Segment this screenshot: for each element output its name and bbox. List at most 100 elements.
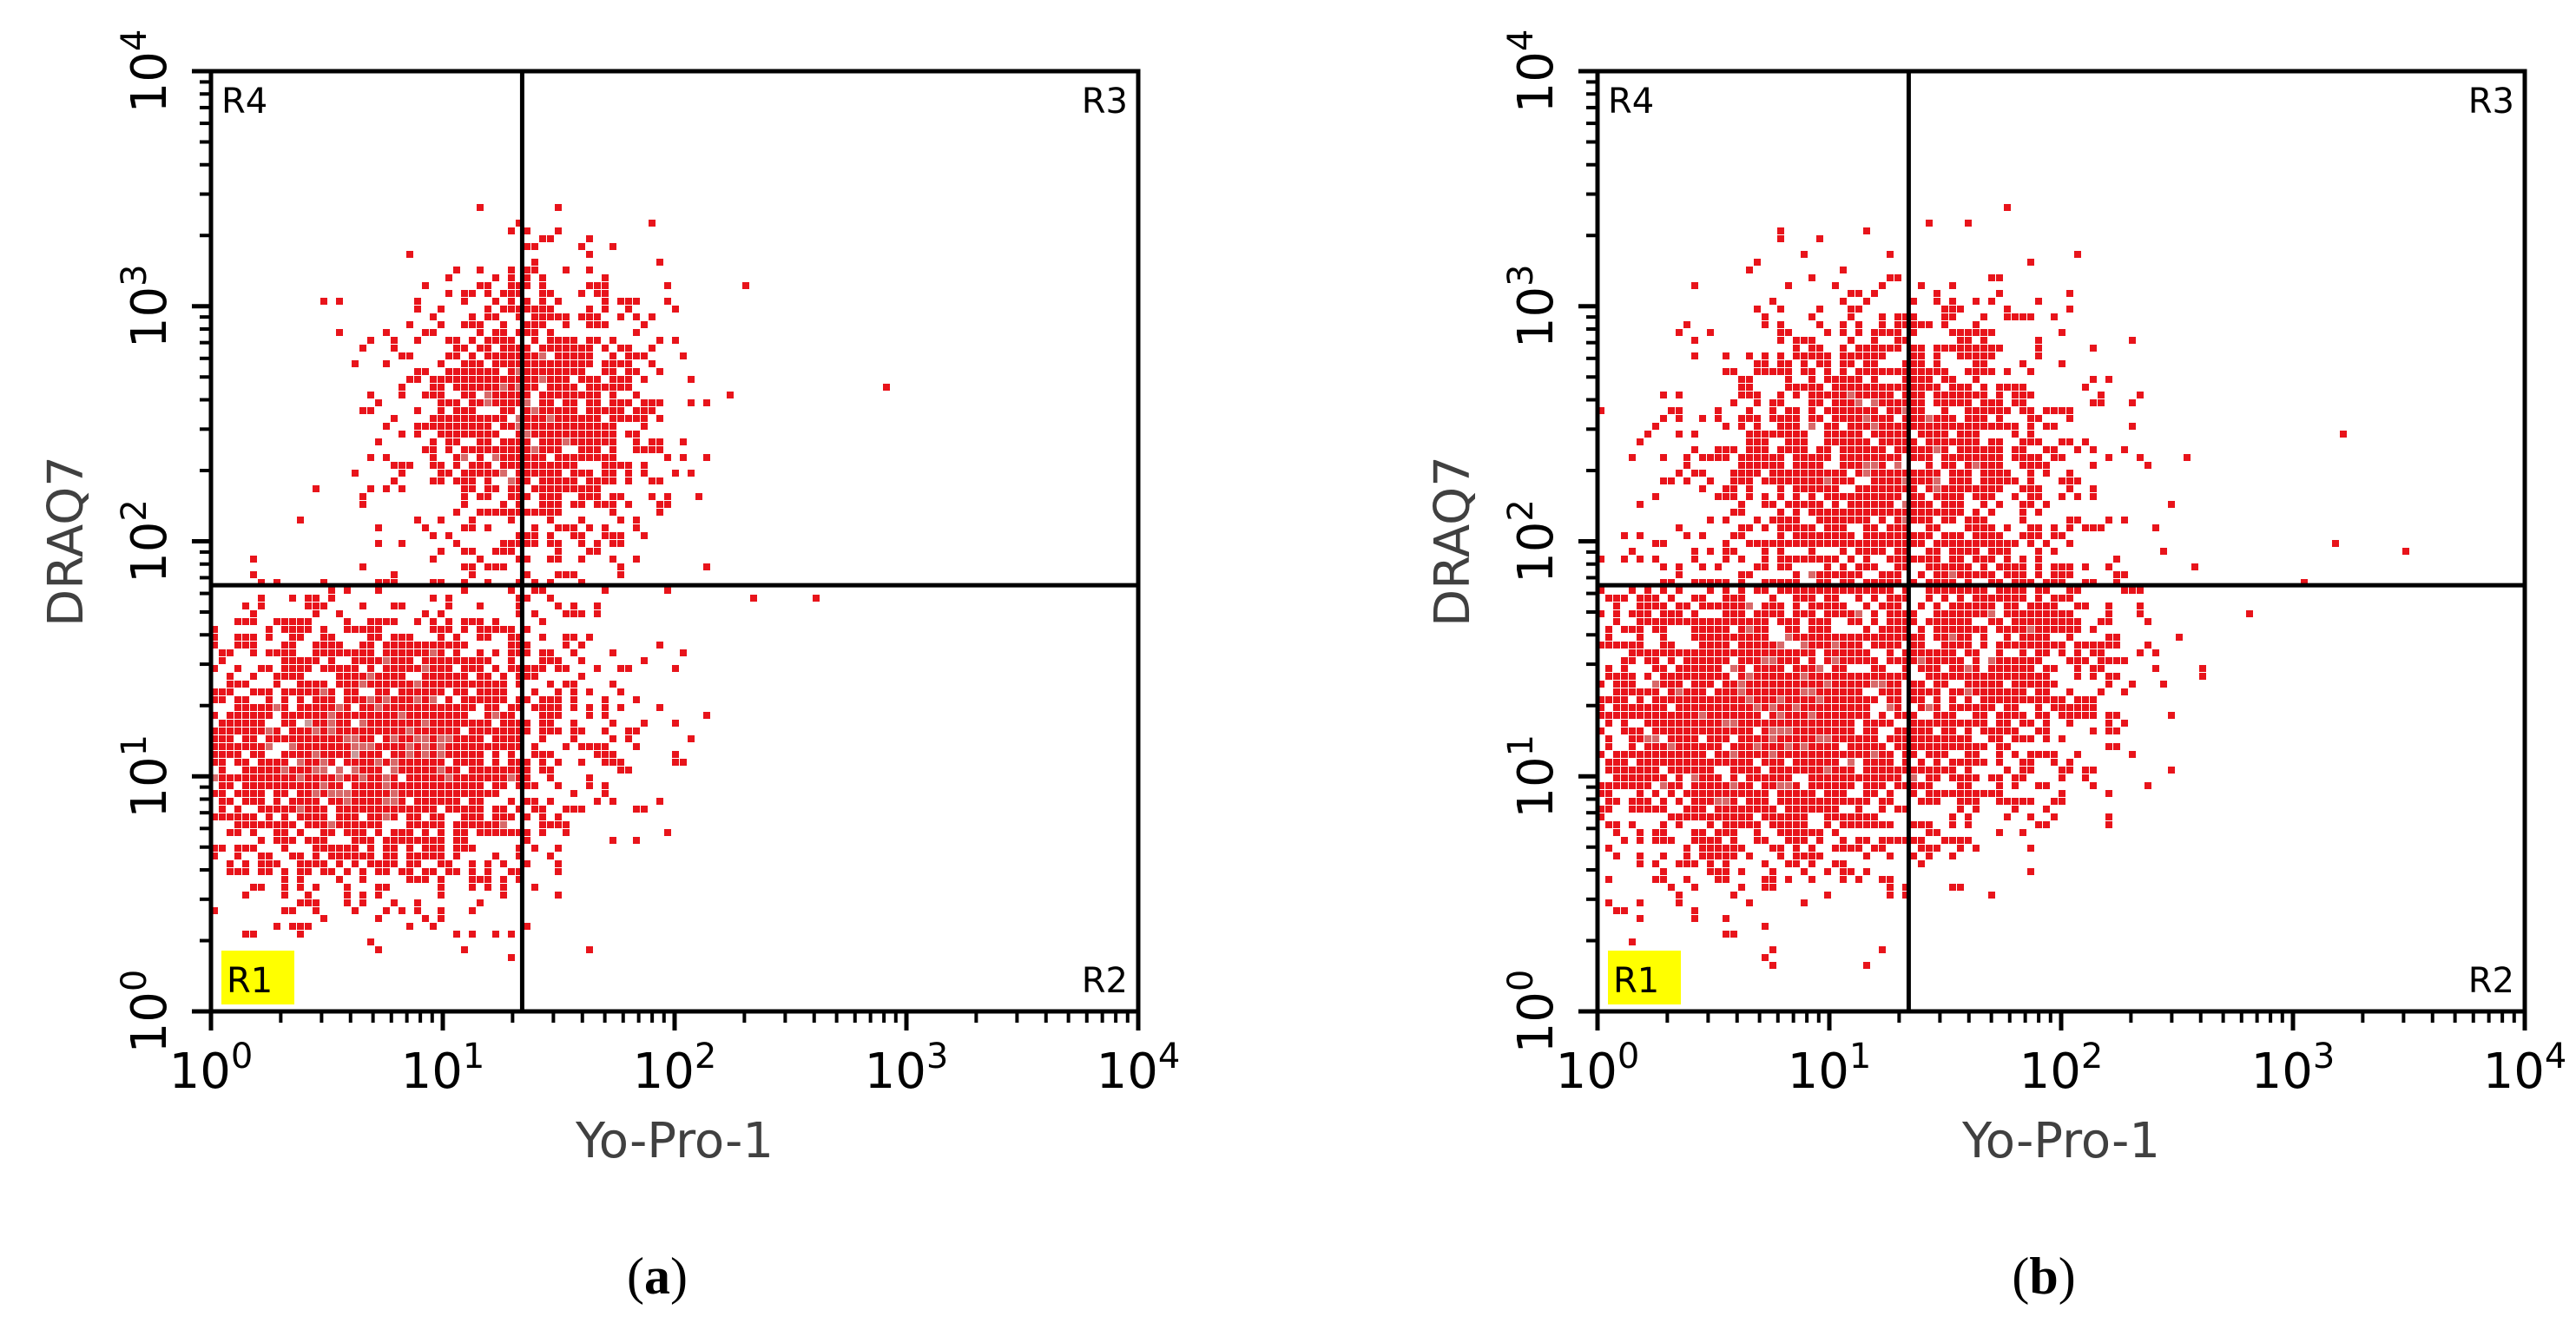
event-point xyxy=(375,860,382,867)
event-point xyxy=(2066,540,2073,547)
event-point xyxy=(2027,813,2034,820)
event-point xyxy=(1730,509,1737,516)
event-point xyxy=(633,556,640,563)
event-point xyxy=(531,540,538,547)
event-point xyxy=(1754,735,1761,742)
event-point xyxy=(1754,829,1761,836)
event-point xyxy=(688,376,695,383)
event-point xyxy=(2090,782,2097,789)
event-point xyxy=(1879,782,1886,789)
event-point xyxy=(1660,579,1667,586)
x-tick-label: 100 xyxy=(1556,1037,1640,1100)
event-point xyxy=(430,626,437,633)
event-point xyxy=(453,798,460,805)
event-point xyxy=(1840,352,1847,359)
event-point xyxy=(2051,696,2058,703)
event-point xyxy=(1941,720,1948,727)
event-point xyxy=(242,790,249,797)
event-point xyxy=(399,688,405,695)
event-point xyxy=(1894,688,1901,695)
event-point xyxy=(305,868,312,875)
event-point xyxy=(406,774,413,781)
event-point xyxy=(1902,360,1909,367)
event-point xyxy=(242,782,249,789)
event-point xyxy=(586,251,593,258)
event-point xyxy=(1746,899,1753,906)
event-point xyxy=(2043,470,2050,477)
event-point xyxy=(445,774,452,781)
event-point xyxy=(391,720,398,727)
event-point xyxy=(234,618,241,625)
event-point xyxy=(2035,681,2042,688)
event-point xyxy=(352,743,359,750)
event-point xyxy=(281,837,288,844)
event-point xyxy=(2082,438,2089,445)
event-point xyxy=(594,540,601,547)
event-point xyxy=(500,360,507,367)
event-point xyxy=(563,337,570,344)
event-point xyxy=(1910,392,1917,398)
event-point xyxy=(1652,649,1659,656)
event-point xyxy=(641,720,648,727)
event-point xyxy=(1793,782,1800,789)
event-point xyxy=(883,384,890,391)
event-point xyxy=(1848,813,1855,820)
event-point xyxy=(211,907,218,914)
event-point xyxy=(336,790,343,797)
event-point xyxy=(586,384,593,391)
event-point xyxy=(250,782,257,789)
event-point xyxy=(469,821,476,828)
event-point xyxy=(399,829,405,836)
event-point xyxy=(1738,735,1745,742)
event-point xyxy=(414,899,421,906)
event-point xyxy=(1691,782,1698,789)
event-point xyxy=(1902,337,1909,344)
event-point xyxy=(328,782,335,789)
event-point xyxy=(1723,681,1729,688)
event-point xyxy=(1949,556,1956,563)
event-point xyxy=(2019,532,2026,539)
event-point xyxy=(1957,688,1964,695)
event-point xyxy=(438,649,445,656)
event-point xyxy=(1879,587,1886,594)
event-point xyxy=(1871,470,1878,477)
event-point xyxy=(2105,728,2112,734)
event-point xyxy=(2082,657,2089,664)
event-point xyxy=(539,618,546,625)
event-point xyxy=(461,735,468,742)
event-point xyxy=(1918,470,1925,477)
event-point xyxy=(1965,220,1972,227)
event-point xyxy=(1777,829,1784,836)
event-point xyxy=(320,790,327,797)
event-point xyxy=(1754,821,1761,828)
event-point xyxy=(1957,563,1964,570)
event-point xyxy=(469,431,476,438)
event-point xyxy=(664,829,671,836)
event-point xyxy=(281,907,288,914)
event-point xyxy=(484,485,491,492)
event-point xyxy=(344,868,351,875)
event-point xyxy=(563,399,570,406)
event-point xyxy=(594,446,601,453)
event-point xyxy=(1973,321,1980,328)
event-point xyxy=(1652,720,1659,727)
event-point xyxy=(469,392,476,398)
event-point xyxy=(2113,642,2120,649)
event-point xyxy=(406,696,413,703)
event-point xyxy=(1730,649,1737,656)
event-point xyxy=(2113,743,2120,750)
event-point xyxy=(1910,540,1917,547)
event-point xyxy=(391,899,398,906)
event-point xyxy=(516,774,523,781)
event-point xyxy=(375,618,382,625)
event-point xyxy=(453,657,460,664)
event-point xyxy=(359,806,366,813)
event-point xyxy=(1629,743,1636,750)
event-point xyxy=(656,438,663,445)
event-point xyxy=(625,728,632,734)
event-point xyxy=(1902,399,1909,406)
event-point xyxy=(2074,446,2081,453)
event-point xyxy=(1730,728,1737,734)
event-point xyxy=(406,829,413,836)
event-point xyxy=(399,782,405,789)
